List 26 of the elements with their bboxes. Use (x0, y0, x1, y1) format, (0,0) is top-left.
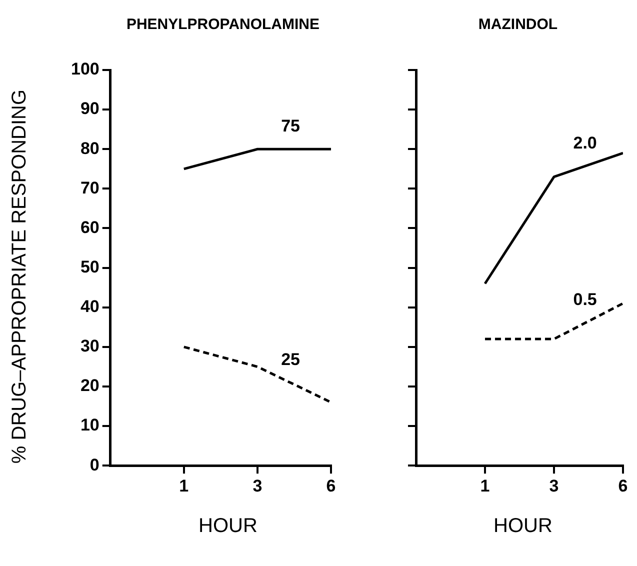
y-axis-title: % DRUG–APPROPRIATE RESPONDING (8, 88, 32, 466)
y-tick-label: 80 (80, 138, 100, 158)
x-tick-label: 3 (252, 476, 262, 496)
series-label: 75 (281, 116, 300, 136)
series-label: 0.5 (573, 290, 597, 310)
y-tick-label: 60 (80, 218, 100, 237)
y-tick-label: 10 (80, 416, 100, 435)
series-label: 2.0 (573, 133, 597, 152)
x-tick-label: 3 (549, 476, 559, 496)
y-tick-label: 100 (70, 60, 100, 79)
series-label: 25 (281, 350, 300, 369)
y-tick-label: 50 (80, 257, 100, 276)
x-tick-label: 1 (480, 476, 490, 496)
x-tick-label: 1 (179, 476, 189, 496)
y-tick-label: 20 (80, 376, 100, 396)
x-axis-title: HOUR (492, 515, 554, 538)
chart-title: PHENYLPROPANOLAMINE (125, 16, 321, 33)
y-tick-label: 70 (80, 178, 100, 198)
chart-title: MAZINDOL (477, 16, 559, 33)
y-tick-label: 40 (80, 297, 100, 316)
y-tick-label: 30 (80, 336, 100, 356)
y-tick-label: 90 (80, 99, 100, 118)
x-axis-title: HOUR (198, 515, 258, 538)
y-tick-label: 0 (90, 455, 100, 474)
x-tick-label: 6 (326, 476, 336, 496)
x-tick-label: 6 (618, 476, 628, 496)
